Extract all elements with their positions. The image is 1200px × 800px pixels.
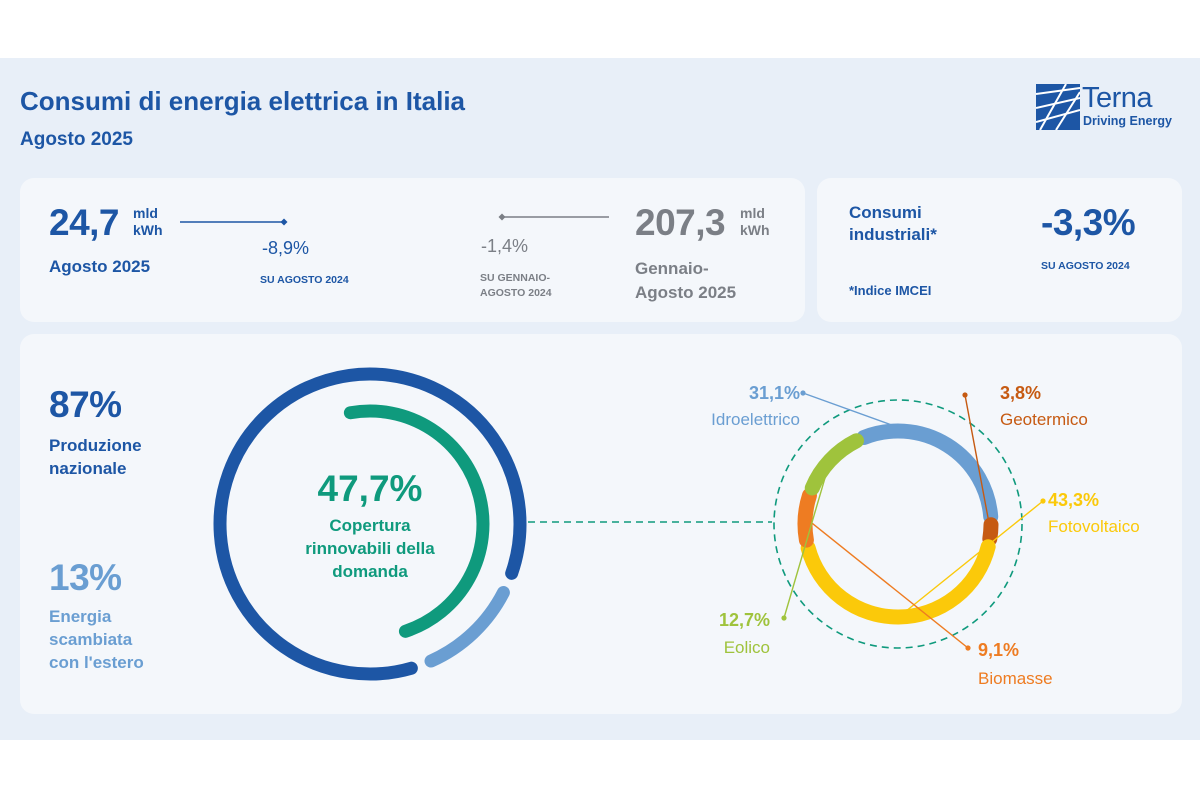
industrial-label-line1: Consumi (849, 203, 922, 222)
mix-leader-line-fotovoltaico (898, 500, 1044, 618)
ytd-change-reference-line2: AGOSTO 2024 (480, 287, 552, 299)
month-consumption-value: 24,7 (49, 202, 120, 243)
ytd-consumption-value: 207,3 (635, 202, 726, 243)
industrial-footnote: *Indice IMCEI (849, 283, 932, 298)
industrial-label-line2: industriali* (849, 225, 937, 244)
terna-logo: Terna Driving Energy (1036, 82, 1186, 132)
renewables-mix-chart: 31,1% Idroelettrico 3,8% Geotermico 43,3% Fot… (711, 383, 1140, 688)
month-change-value: -8,9% (262, 238, 310, 258)
mix-category-label-geotermico: Geotermico (1000, 410, 1088, 429)
mix-leader-line-idroelettrico (802, 392, 948, 446)
mix-segment-eolico (804, 433, 864, 496)
mix-leader-line-eolico (783, 460, 831, 619)
renewables-label-line2: rinnovabili della (305, 539, 435, 558)
ytd-change-reference-line1: SU GENNAIO- (480, 272, 551, 284)
industrial-card: Consumi industriali* -3,3% SU AGOSTO 202… (817, 178, 1182, 322)
production-label-line1: Produzione (49, 436, 142, 455)
renewables-coverage-arc (343, 404, 490, 638)
exchange-share-value: 13% (49, 557, 122, 598)
page-subtitle: Agosto 2025 (20, 129, 133, 150)
page-title: Consumi di energia elettrica in Italia (20, 86, 466, 116)
mix-segment-biomasse (797, 488, 817, 548)
demand-ring-chart (213, 367, 527, 681)
mix-leader-line-biomasse (804, 517, 969, 649)
mix-leader-dot-biomasse (965, 645, 971, 651)
ytd-label-line2: Agosto 2025 (635, 283, 737, 302)
exchange-label-line1: Energia (49, 607, 112, 626)
month-unit-kwh: kWh (133, 222, 163, 238)
mix-segment-idroelettrico (856, 423, 999, 525)
mix-category-label-eolico: Eolico (724, 638, 770, 657)
month-change-reference: SU AGOSTO 2024 (260, 274, 349, 286)
demand-segment-produzione-nazionale (213, 367, 527, 681)
consumption-card: 24,7 mld kWh Agosto 2025 -8,9% SU AGOSTO… (20, 178, 805, 322)
exchange-label-line2: scambiata (49, 630, 133, 649)
mix-leader-line-geotermico (964, 394, 992, 532)
logo-tagline: Driving Energy (1083, 114, 1172, 128)
industrial-change-reference: SU AGOSTO 2024 (1041, 260, 1130, 272)
ytd-unit-kwh: kWh (740, 222, 770, 238)
production-label-line2: nazionale (49, 459, 127, 478)
mix-leader-dot-idroelettrico (800, 390, 806, 396)
mix-segment-geotermico (982, 517, 999, 547)
industrial-change-value: -3,3% (1041, 202, 1136, 243)
renewables-mix-outer-dashed-ring (773, 399, 1023, 649)
renewables-share-value: 47,7% (317, 468, 423, 509)
mix-value-label-fotovoltaico: 43,3% (1048, 490, 1099, 510)
mix-category-label-fotovoltaico: Fotovoltaico (1048, 517, 1140, 536)
mix-category-label-idroelettrico: Idroelettrico (711, 410, 800, 429)
month-label: Agosto 2025 (49, 257, 151, 276)
mix-leader-dot-fotovoltaico (1040, 498, 1046, 504)
mix-value-label-idroelettrico: 31,1% (749, 383, 800, 403)
mix-value-label-eolico: 12,7% (719, 610, 770, 630)
month-connector (180, 218, 288, 226)
month-unit-mld: mld (133, 205, 158, 221)
ytd-label-line1: Gennaio- (635, 259, 709, 278)
exchange-label-line3: con l'estero (49, 653, 144, 672)
terna-logo-icon (1036, 84, 1080, 130)
mix-segment-fotovoltaico (800, 539, 996, 625)
mix-leader-dot-geotermico (962, 392, 968, 398)
ytd-connector (498, 213, 609, 221)
demand-segment-energia-scambiata-con-l-estero (424, 586, 510, 668)
logo-name: Terna (1082, 82, 1153, 114)
production-share-value: 87% (49, 384, 122, 425)
mix-leader-dot-eolico (781, 615, 787, 621)
ytd-unit-mld: mld (740, 205, 765, 221)
renewables-label-line1: Copertura (329, 516, 411, 535)
ytd-change-value: -1,4% (481, 236, 529, 256)
mix-value-label-biomasse: 9,1% (978, 640, 1019, 660)
mix-category-label-biomasse: Biomasse (978, 669, 1053, 688)
renewables-label-line3: domanda (332, 562, 408, 581)
mix-value-label-geotermico: 3,8% (1000, 383, 1041, 403)
